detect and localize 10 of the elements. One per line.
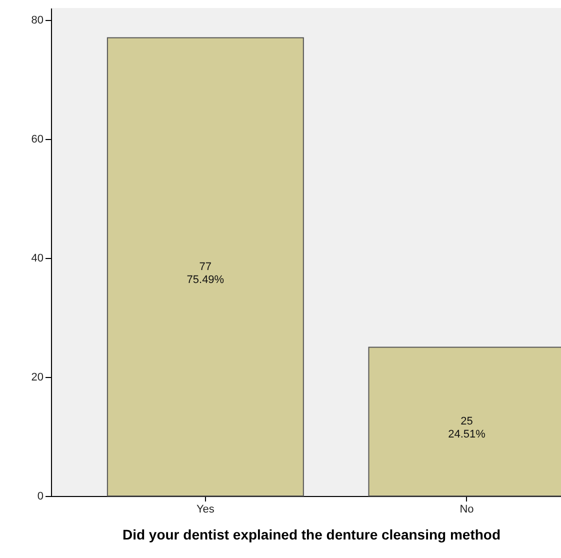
data-label: 77 75.49% xyxy=(186,260,224,286)
y-tick-label: 20 xyxy=(31,371,44,384)
y-tick-label: 40 xyxy=(31,252,44,264)
y-tick-label: 60 xyxy=(31,133,44,146)
data-label: 25 24.51% xyxy=(448,416,486,441)
x-tick-label: Yes xyxy=(196,504,215,516)
y-tick-label: 0 xyxy=(37,490,44,502)
x-axis-title: Did your dentist explained the denture cleansing method xyxy=(122,526,501,542)
y-tick-label: 80 xyxy=(31,14,44,26)
x-tick-label: No xyxy=(460,504,474,516)
